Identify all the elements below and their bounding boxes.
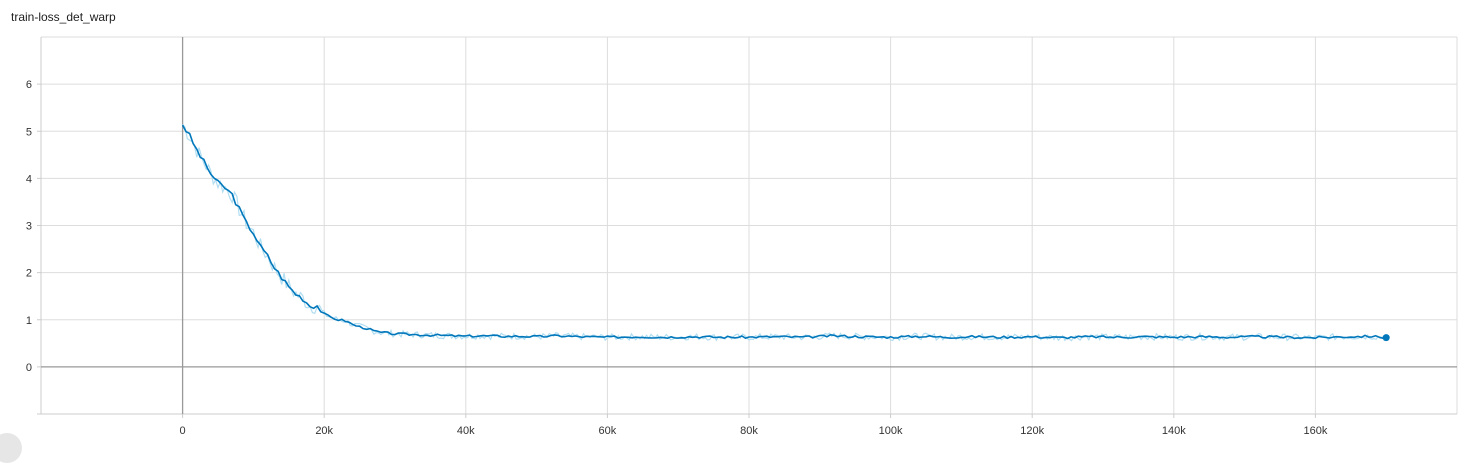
chart-title: train-loss_det_warp	[11, 10, 116, 24]
y-tick-label: 6	[26, 79, 32, 91]
x-tick-label: 140k	[1162, 425, 1186, 437]
x-tick-label: 80k	[740, 425, 758, 437]
x-tick-label: 60k	[599, 425, 617, 437]
grid-lines	[41, 36, 1458, 414]
x-tick-label: 40k	[457, 425, 475, 437]
series-line	[181, 124, 1387, 340]
y-tick-label: 1	[26, 315, 32, 327]
series-layer	[181, 123, 1390, 342]
y-tick-label: 5	[26, 126, 32, 138]
loss-chart: 0 1 2 3 4 5 6 0 20k 40k 60k 80k 100k 120k 140k 160k	[26, 36, 1458, 437]
x-tick-label: 120k	[1020, 425, 1044, 437]
series-raw-line	[182, 123, 1387, 342]
y-tick-label: 2	[26, 268, 32, 280]
x-tick-label: 160k	[1303, 425, 1327, 437]
x-tick-label: 20k	[315, 425, 333, 437]
tick-labels: 0 1 2 3 4 5 6 0 20k 40k 60k 80k 100k 120k 140k 160k	[26, 79, 1328, 437]
series-end-point	[1382, 334, 1390, 342]
x-tick-label: 100k	[879, 425, 903, 437]
y-tick-label: 3	[26, 221, 32, 233]
axes	[37, 37, 1457, 418]
y-tick-label: 0	[26, 362, 32, 374]
x-tick-label: 0	[180, 425, 186, 437]
y-tick-label: 4	[26, 173, 32, 185]
